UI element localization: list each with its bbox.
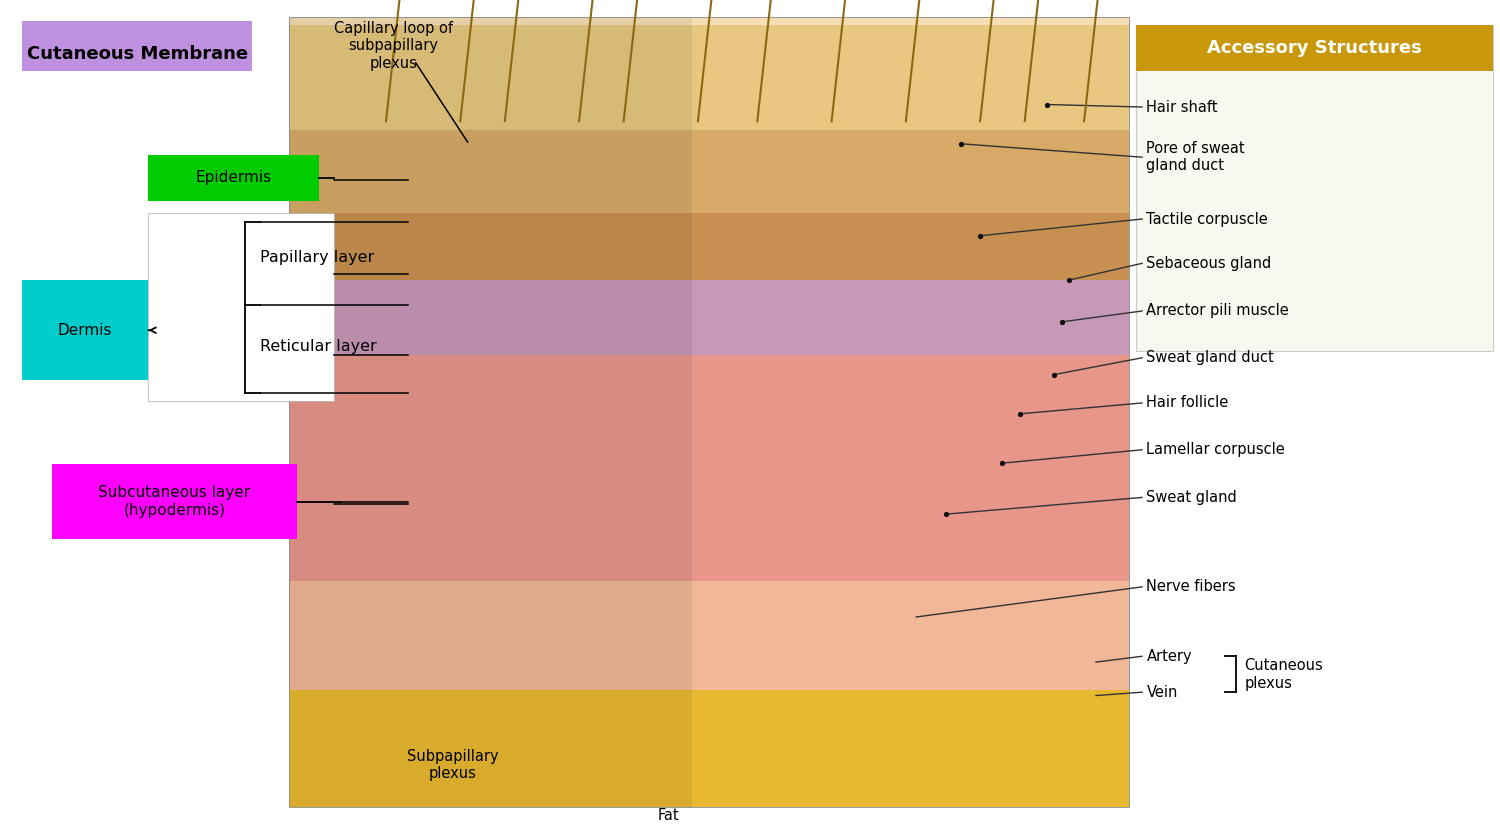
Text: Lamellar corpuscle: Lamellar corpuscle [1146, 442, 1286, 457]
Text: Fat: Fat [657, 808, 680, 823]
FancyBboxPatch shape [148, 213, 334, 401]
FancyBboxPatch shape [290, 280, 1128, 355]
FancyBboxPatch shape [290, 130, 1128, 213]
FancyBboxPatch shape [290, 355, 1128, 581]
Text: Pore of sweat
gland duct: Pore of sweat gland duct [1146, 141, 1245, 173]
FancyBboxPatch shape [290, 213, 1128, 280]
Text: Capillary loop of
subpapillary
plexus: Capillary loop of subpapillary plexus [334, 21, 453, 71]
Text: Reticular layer: Reticular layer [260, 339, 376, 354]
Text: Cutaneous
plexus: Cutaneous plexus [1245, 659, 1323, 691]
FancyBboxPatch shape [148, 155, 320, 201]
FancyBboxPatch shape [1136, 25, 1492, 71]
Text: Accessory Structures: Accessory Structures [1208, 39, 1422, 57]
FancyBboxPatch shape [1136, 25, 1492, 351]
Text: Subcutaneous layer
(hypodermis): Subcutaneous layer (hypodermis) [99, 486, 250, 517]
FancyBboxPatch shape [22, 71, 252, 318]
Text: Nerve fibers: Nerve fibers [1146, 579, 1236, 594]
Text: Sweat gland: Sweat gland [1146, 490, 1238, 505]
Text: Arrector pili muscle: Arrector pili muscle [1146, 303, 1288, 319]
Text: Tactile corpuscle: Tactile corpuscle [1146, 212, 1268, 227]
Text: Sebaceous gland: Sebaceous gland [1146, 256, 1272, 271]
Text: Dermis: Dermis [58, 323, 112, 338]
FancyBboxPatch shape [22, 21, 252, 318]
FancyBboxPatch shape [290, 17, 1128, 807]
FancyBboxPatch shape [290, 690, 1128, 807]
FancyBboxPatch shape [53, 464, 297, 539]
Text: Cutaneous Membrane: Cutaneous Membrane [27, 45, 248, 64]
Text: Papillary layer: Papillary layer [260, 250, 374, 265]
FancyBboxPatch shape [290, 25, 1128, 130]
Text: Hair follicle: Hair follicle [1146, 395, 1228, 410]
Text: Sweat gland duct: Sweat gland duct [1146, 350, 1274, 365]
Text: Epidermis: Epidermis [195, 171, 272, 185]
FancyBboxPatch shape [290, 581, 1128, 690]
Text: Hair shaft: Hair shaft [1146, 99, 1218, 115]
Text: Artery: Artery [1146, 649, 1192, 664]
Text: Subpapillary
plexus: Subpapillary plexus [406, 749, 498, 781]
FancyBboxPatch shape [22, 280, 148, 380]
FancyBboxPatch shape [290, 17, 693, 807]
Text: Vein: Vein [1146, 685, 1178, 700]
